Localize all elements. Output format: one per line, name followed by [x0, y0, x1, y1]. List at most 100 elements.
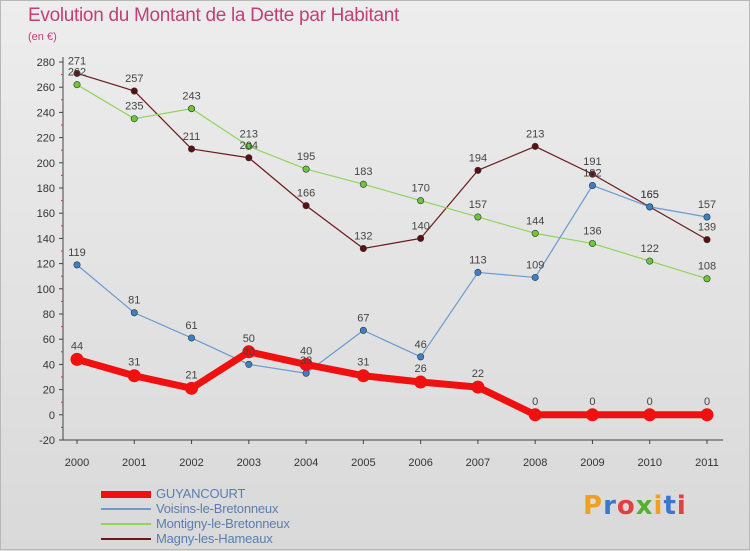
data-label-magny-les-hameaux: 165 — [641, 189, 659, 201]
data-label-voisins-le-bretonneux: 40 — [243, 346, 255, 358]
data-point-montigny-le-bretonneux — [703, 275, 711, 283]
data-label-guyancourt: 21 — [185, 369, 197, 381]
y-tick-label: 0 — [49, 410, 55, 422]
data-label-magny-les-hameaux: 211 — [183, 131, 201, 143]
y-tick-label: 280 — [37, 57, 55, 69]
data-point-montigny-le-bretonneux — [588, 239, 596, 247]
data-label-guyancourt: 0 — [704, 396, 710, 408]
x-tick-label: 2002 — [179, 457, 203, 469]
data-point-guyancourt — [414, 375, 428, 389]
data-point-magny-les-hameaux — [474, 166, 482, 174]
series-line-magny-les-hameaux — [76, 72, 708, 250]
logo-letter: i — [676, 491, 687, 521]
data-point-voisins-le-bretonneux — [703, 213, 711, 221]
logo-letter: o — [616, 491, 636, 521]
data-point-magny-les-hameaux — [302, 202, 310, 210]
data-label-guyancourt: 26 — [415, 363, 427, 375]
data-point-magny-les-hameaux — [73, 69, 81, 77]
y-tick-label: 100 — [37, 284, 55, 296]
data-label-montigny-le-bretonneux: 243 — [182, 91, 200, 103]
data-label-montigny-le-bretonneux: 108 — [698, 261, 716, 273]
data-label-montigny-le-bretonneux: 136 — [583, 225, 601, 237]
data-point-voisins-le-bretonneux — [73, 261, 81, 269]
data-label-voisins-le-bretonneux: 81 — [128, 295, 140, 307]
data-label-guyancourt: 40 — [300, 345, 312, 357]
data-label-montigny-le-bretonneux: 195 — [297, 151, 315, 163]
data-point-montigny-le-bretonneux — [646, 257, 654, 265]
data-label-guyancourt: 50 — [243, 333, 255, 345]
data-point-magny-les-hameaux — [417, 234, 425, 242]
series-layer — [70, 69, 714, 422]
data-label-voisins-le-bretonneux: 165 — [641, 189, 659, 201]
data-label-montigny-le-bretonneux: 157 — [469, 199, 487, 211]
legend-swatch — [101, 538, 151, 540]
logo-letter: t — [663, 491, 677, 521]
legend-swatch — [101, 490, 151, 498]
x-tick-label: 2004 — [294, 457, 318, 469]
data-label-guyancourt: 31 — [128, 357, 140, 369]
x-tick-label: 2010 — [637, 457, 661, 469]
data-point-guyancourt — [356, 369, 370, 383]
data-point-magny-les-hameaux — [245, 154, 253, 162]
data-label-montigny-le-bretonneux: 262 — [68, 67, 86, 79]
y-tick-label: 160 — [37, 208, 55, 220]
data-label-guyancourt: 0 — [647, 396, 653, 408]
logo-letter: i — [653, 491, 664, 521]
data-point-montigny-le-bretonneux — [417, 197, 425, 205]
data-point-guyancourt — [242, 345, 256, 359]
data-point-magny-les-hameaux — [130, 87, 138, 95]
y-tick-label: 40 — [43, 359, 55, 371]
axes: -200204060801001201401601802002202402602… — [37, 57, 723, 469]
data-point-guyancourt — [528, 408, 542, 422]
data-point-magny-les-hameaux — [531, 142, 539, 150]
legend-label: Montigny-le-Bretonneux — [156, 516, 290, 531]
data-point-guyancourt — [643, 408, 657, 422]
data-label-guyancourt: 44 — [71, 340, 83, 352]
logo-letter: x — [635, 491, 654, 521]
data-point-voisins-le-bretonneux — [130, 309, 138, 317]
data-point-guyancourt — [700, 408, 714, 422]
data-point-montigny-le-bretonneux — [531, 229, 539, 237]
y-tick-label: 60 — [43, 334, 55, 346]
data-label-magny-les-hameaux: 194 — [469, 152, 487, 164]
data-label-montigny-le-bretonneux: 213 — [240, 128, 258, 140]
data-point-montigny-le-bretonneux — [474, 213, 482, 221]
y-tick-label: 120 — [37, 259, 55, 271]
x-tick-label: 2003 — [237, 457, 261, 469]
y-tick-label: 200 — [37, 158, 55, 170]
data-point-guyancourt — [585, 408, 599, 422]
x-tick-label: 2000 — [65, 457, 89, 469]
data-label-magny-les-hameaux: 139 — [698, 222, 716, 234]
data-point-montigny-le-bretonneux — [188, 105, 196, 113]
data-point-montigny-le-bretonneux — [73, 81, 81, 89]
y-tick-label: 220 — [37, 133, 55, 145]
data-label-voisins-le-bretonneux: 157 — [698, 199, 716, 211]
logo-letter: r — [603, 491, 617, 521]
data-point-magny-les-hameaux — [703, 236, 711, 244]
y-tick-label: 20 — [43, 385, 55, 397]
y-tick-label: 140 — [37, 233, 55, 245]
series-line-montigny-le-bretonneux — [76, 84, 708, 280]
data-label-voisins-le-bretonneux: 46 — [415, 339, 427, 351]
data-label-montigny-le-bretonneux: 235 — [125, 101, 143, 113]
y-tick-label: 260 — [37, 82, 55, 94]
data-label-montigny-le-bretonneux: 122 — [641, 243, 659, 255]
legend-label: Magny-les-Hameaux — [156, 531, 273, 546]
data-label-magny-les-hameaux: 132 — [354, 230, 372, 242]
data-point-voisins-le-bretonneux — [245, 360, 253, 368]
series-line-guyancourt — [73, 348, 711, 419]
data-label-magny-les-hameaux: 204 — [240, 140, 258, 152]
data-labels-layer: 2712572112041661321401942131911651392622… — [68, 55, 716, 407]
data-point-guyancourt — [127, 369, 141, 383]
data-point-guyancourt — [185, 381, 199, 395]
x-tick-label: 2005 — [351, 457, 375, 469]
chart-title: Evolution du Montant de la Dette par Hab… — [28, 5, 399, 26]
data-label-voisins-le-bretonneux: 119 — [68, 247, 86, 259]
logo-letter: P — [583, 491, 604, 521]
data-point-magny-les-hameaux — [359, 244, 367, 252]
data-point-guyancourt — [299, 357, 313, 371]
data-label-magny-les-hameaux: 271 — [68, 55, 86, 67]
x-tick-label: 2011 — [695, 457, 719, 469]
